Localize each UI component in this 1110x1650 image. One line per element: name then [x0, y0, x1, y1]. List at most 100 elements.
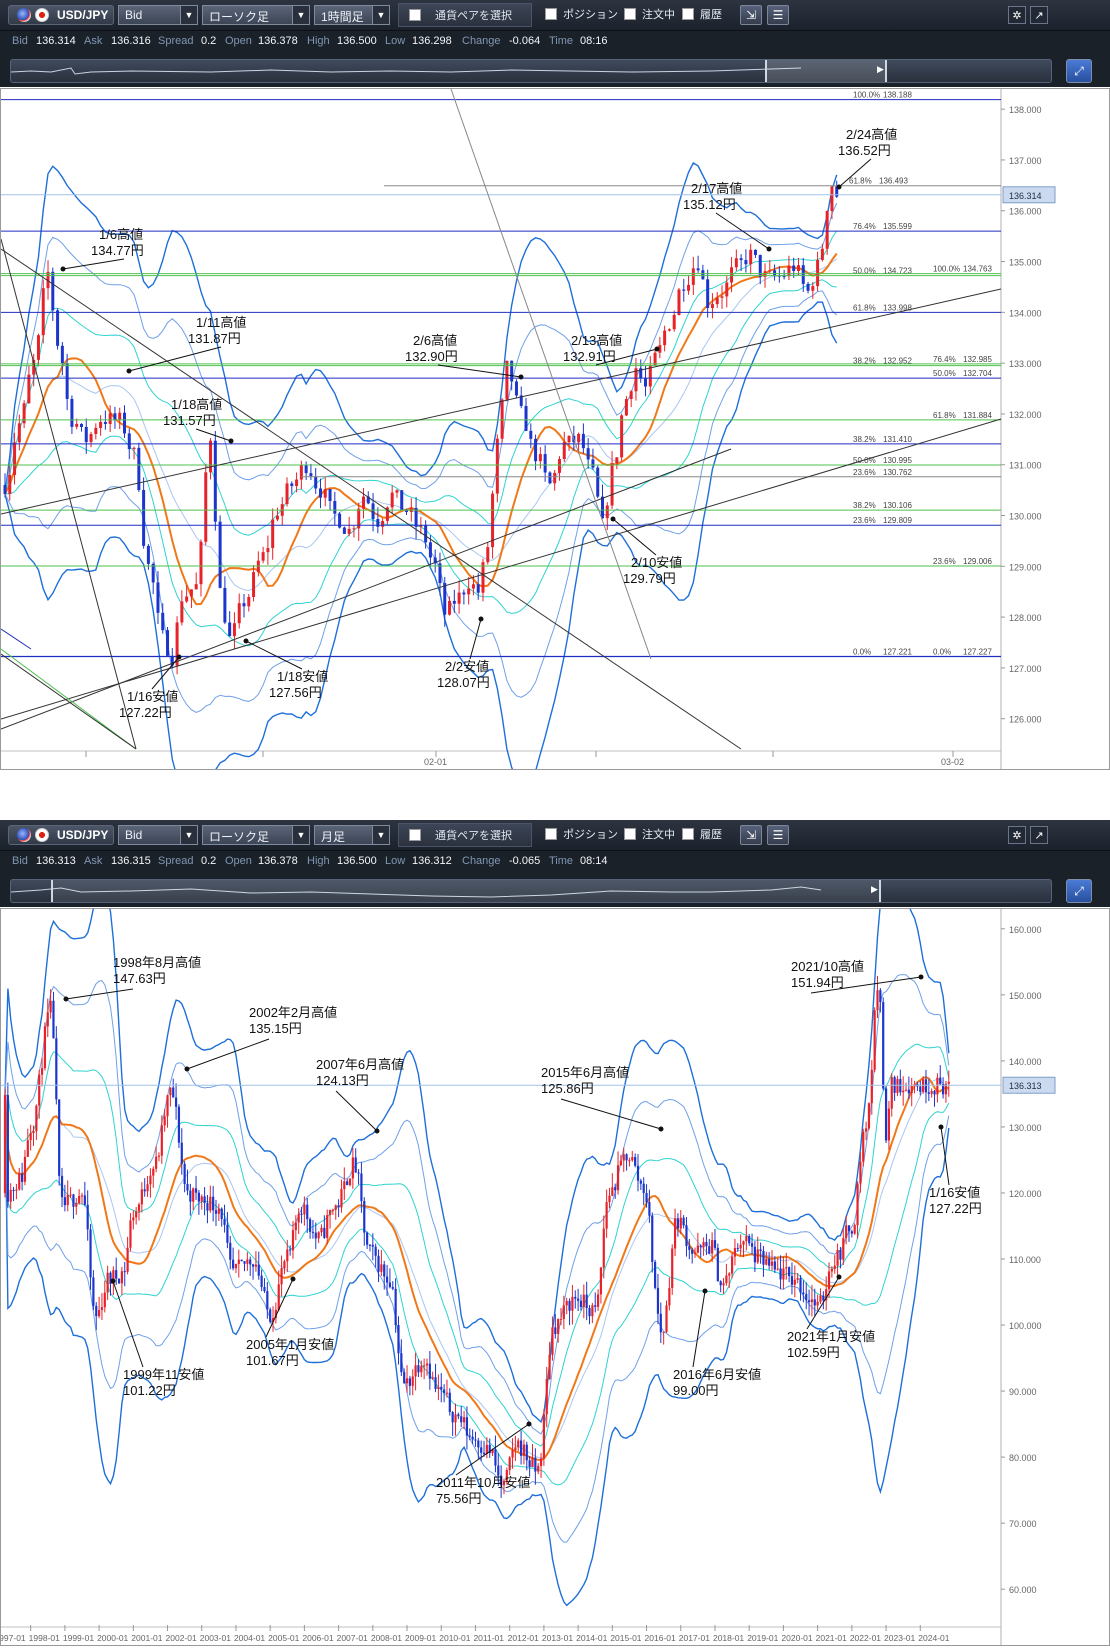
- candle-body: [553, 472, 557, 484]
- candle-body: [126, 1247, 129, 1272]
- x-tick-label: 1998-01: [29, 1633, 60, 1643]
- positions-toggle[interactable]: ポジション: [545, 5, 623, 25]
- chart-export-icon[interactable]: ⇲: [740, 5, 762, 25]
- candle-body: [554, 1327, 557, 1335]
- annotation-label: 1999年11安値: [123, 1367, 204, 1382]
- history-toggle[interactable]: 履歴: [682, 825, 732, 845]
- fibonacci-percent-label: 0.0%: [933, 647, 951, 656]
- history-toggle[interactable]: 履歴: [682, 5, 732, 25]
- currency-pair-selector[interactable]: USD/JPY: [8, 5, 114, 25]
- candle-body: [581, 433, 585, 449]
- candle-body: [486, 547, 490, 563]
- positions-checkbox[interactable]: [545, 828, 557, 840]
- fibonacci-price-label: 129.006: [963, 557, 992, 566]
- candle-body: [559, 1318, 563, 1320]
- fibonacci-price-label: 131.410: [883, 435, 912, 444]
- settings-gear-icon[interactable]: ✲: [1008, 826, 1026, 844]
- select-pair-button[interactable]: 通貨ペアを選択: [398, 3, 532, 27]
- candle-body: [481, 562, 485, 593]
- candle-body: [243, 1261, 246, 1264]
- candle-body: [199, 541, 203, 585]
- select-pair-button[interactable]: 通貨ペアを選択: [398, 823, 532, 847]
- trendline: [0, 238, 137, 750]
- positions-checkbox[interactable]: [545, 8, 557, 20]
- candle-body: [720, 296, 724, 298]
- annotation-arrow-head: [374, 1128, 380, 1134]
- candle-body: [6, 1095, 9, 1202]
- navigator-scrollbar[interactable]: ▶: [10, 879, 1052, 903]
- navigator-scrollbar[interactable]: ▶: [10, 59, 1052, 83]
- chart-export-icon[interactable]: ⇲: [740, 825, 762, 845]
- annotation-price: 131.87円: [188, 331, 241, 346]
- candle-body: [482, 1452, 486, 1455]
- orders-toggle[interactable]: 注文中: [624, 825, 679, 845]
- candle-body: [500, 1475, 503, 1486]
- candle-body: [882, 1002, 885, 1089]
- fibonacci-percent-label: 0.0%: [853, 648, 871, 657]
- zoom-fit-icon[interactable]: ⤢: [1066, 59, 1092, 83]
- select-pair-label: 通貨ペアを選択: [435, 830, 512, 842]
- fibonacci-price-label: 136.493: [879, 177, 908, 186]
- candle-body: [830, 1268, 833, 1272]
- orders-toggle[interactable]: 注文中: [624, 5, 679, 25]
- candle-body: [395, 490, 399, 493]
- candle-body: [363, 1201, 366, 1233]
- positions-toggle[interactable]: ポジション: [545, 825, 623, 845]
- annotation-arrow-line: [838, 158, 872, 188]
- chart-list-icon[interactable]: ☰: [767, 5, 789, 25]
- annotation-arrow-head: [526, 1421, 532, 1427]
- candle-body: [807, 1300, 811, 1303]
- timeframe-select[interactable]: 1時間足 ▼: [314, 5, 390, 25]
- candle-body: [58, 1099, 61, 1176]
- candle-body: [13, 442, 17, 475]
- annotation-price: 99.00円: [673, 1383, 719, 1398]
- chart-style-select[interactable]: ローソク足 ▼: [202, 825, 310, 845]
- settings-gear-icon[interactable]: ✲: [1008, 6, 1026, 24]
- navigator-selection-handle[interactable]: [51, 880, 881, 902]
- candle-body: [902, 1090, 905, 1093]
- ask-label: Ask: [84, 855, 103, 867]
- candle-body: [699, 1245, 702, 1248]
- price-type-select[interactable]: Bid ▼: [118, 5, 198, 25]
- candle-body: [72, 1194, 75, 1207]
- candle-body: [247, 596, 251, 607]
- candle-body: [237, 1259, 240, 1264]
- navigator-selection-handle[interactable]: [765, 60, 887, 82]
- zoom-fit-icon[interactable]: ⤢: [1066, 879, 1092, 903]
- select-pair-checkbox[interactable]: [409, 829, 421, 841]
- candle-body: [366, 1232, 369, 1245]
- fibonacci-price-label: 130.762: [883, 468, 912, 477]
- candle-body: [620, 415, 624, 458]
- candle-body: [591, 459, 595, 468]
- candle-body: [596, 1294, 600, 1307]
- orders-checkbox[interactable]: [624, 8, 636, 20]
- candle-body: [688, 1246, 691, 1250]
- orders-checkbox[interactable]: [624, 828, 636, 840]
- candle-body: [234, 1263, 238, 1269]
- candle-body: [229, 1242, 232, 1260]
- chart-style-select[interactable]: ローソク足 ▼: [202, 5, 310, 25]
- y-tick-label: 80.000: [1009, 1453, 1037, 1463]
- candle-body: [246, 1259, 249, 1264]
- change-value: -0.064: [509, 35, 541, 47]
- candle-body: [385, 507, 389, 521]
- hourly-chart-area[interactable]: 126.000 127.000 128.000 129.000 130.000 131.0…: [0, 88, 1110, 801]
- chart-list-icon[interactable]: ☰: [767, 825, 789, 845]
- currency-pair-selector[interactable]: USD/JPY: [8, 825, 114, 845]
- candle-body: [146, 1184, 149, 1192]
- candle-body: [306, 1204, 309, 1220]
- history-checkbox[interactable]: [682, 828, 694, 840]
- popout-arrow-icon[interactable]: ↗: [1030, 6, 1048, 24]
- popout-arrow-icon[interactable]: ↗: [1030, 826, 1048, 844]
- select-pair-checkbox[interactable]: [409, 9, 421, 21]
- annotation-arrow-head: [518, 374, 524, 380]
- candle-body: [29, 1133, 32, 1141]
- monthly-chart-area[interactable]: 60.000 70.000 80.000 90.000 100.000 110.000 12…: [0, 883, 1110, 1646]
- annotation-arrow-line: [692, 1290, 706, 1368]
- fibonacci-price-label: 127.221: [883, 648, 912, 657]
- history-checkbox[interactable]: [682, 8, 694, 20]
- price-type-select[interactable]: Bid ▼: [118, 825, 198, 845]
- timeframe-select[interactable]: 月足 ▼: [314, 825, 390, 845]
- fibonacci-percent-label: 38.2%: [853, 435, 876, 444]
- candle-body: [371, 1244, 374, 1247]
